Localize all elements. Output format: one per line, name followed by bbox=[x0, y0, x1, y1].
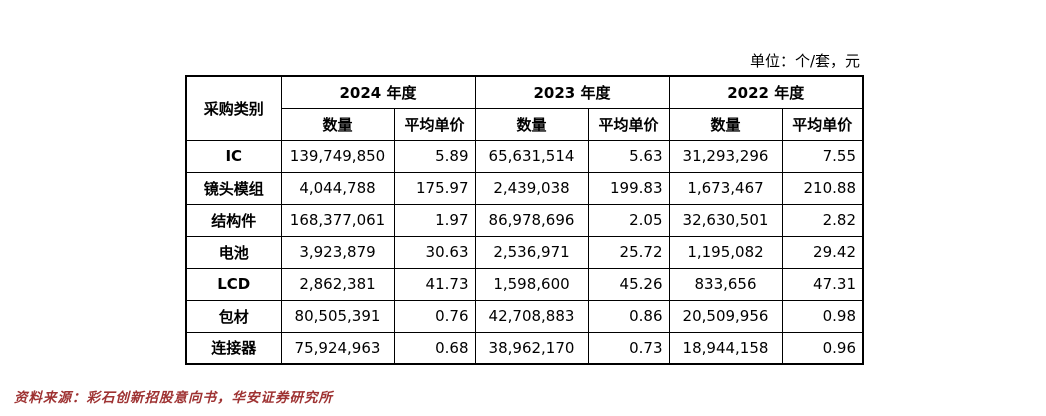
price-cell: 0.68 bbox=[393, 331, 476, 365]
table-row: 连接器 75,924,963 0.68 38,962,170 0.73 18,9… bbox=[185, 331, 864, 365]
qty-header-2022: 数量 bbox=[668, 107, 783, 141]
category-header: 采购类别 bbox=[185, 75, 282, 141]
qty-cell: 31,293,296 bbox=[668, 139, 783, 173]
qty-header-2023: 数量 bbox=[474, 107, 589, 141]
qty-cell: 65,631,514 bbox=[474, 139, 589, 173]
price-cell: 199.83 bbox=[587, 171, 670, 205]
table-row: 结构件 168,377,061 1.97 86,978,696 2.05 32,… bbox=[185, 203, 864, 237]
header-row-years: 采购类别 2024 年度 2023 年度 2022 年度 bbox=[185, 75, 864, 141]
table-row: IC 139,749,850 5.89 65,631,514 5.63 31,2… bbox=[185, 139, 864, 173]
qty-cell: 4,044,788 bbox=[280, 171, 395, 205]
qty-cell: 139,749,850 bbox=[280, 139, 395, 173]
price-cell: 45.26 bbox=[587, 267, 670, 301]
year-header-2022: 2022 年度 bbox=[668, 75, 864, 109]
qty-header-2024: 数量 bbox=[280, 107, 395, 141]
price-cell: 5.89 bbox=[393, 139, 476, 173]
price-cell: 41.73 bbox=[393, 267, 476, 301]
procurement-table: 采购类别 2024 年度 2023 年度 2022 年度 数量 平均单价 数量 … bbox=[185, 75, 864, 365]
price-cell: 1.97 bbox=[393, 203, 476, 237]
price-cell: 2.82 bbox=[781, 203, 864, 237]
qty-cell: 80,505,391 bbox=[280, 299, 395, 333]
table-row: LCD 2,862,381 41.73 1,598,600 45.26 833,… bbox=[185, 267, 864, 301]
price-cell: 0.73 bbox=[587, 331, 670, 365]
price-cell: 175.97 bbox=[393, 171, 476, 205]
category-cell: 连接器 bbox=[185, 331, 282, 365]
qty-cell: 2,862,381 bbox=[280, 267, 395, 301]
qty-cell: 1,673,467 bbox=[668, 171, 783, 205]
price-cell: 210.88 bbox=[781, 171, 864, 205]
price-cell: 0.76 bbox=[393, 299, 476, 333]
qty-cell: 2,536,971 bbox=[474, 235, 589, 269]
qty-cell: 1,598,600 bbox=[474, 267, 589, 301]
qty-cell: 1,195,082 bbox=[668, 235, 783, 269]
price-cell: 47.31 bbox=[781, 267, 864, 301]
qty-cell: 18,944,158 bbox=[668, 331, 783, 365]
price-header-2022: 平均单价 bbox=[781, 107, 864, 141]
price-cell: 25.72 bbox=[587, 235, 670, 269]
category-cell: 结构件 bbox=[185, 203, 282, 237]
table-row: 包材 80,505,391 0.76 42,708,883 0.86 20,50… bbox=[185, 299, 864, 333]
category-cell: IC bbox=[185, 139, 282, 173]
qty-cell: 86,978,696 bbox=[474, 203, 589, 237]
category-cell: 包材 bbox=[185, 299, 282, 333]
qty-cell: 20,509,956 bbox=[668, 299, 783, 333]
qty-cell: 32,630,501 bbox=[668, 203, 783, 237]
price-cell: 0.98 bbox=[781, 299, 864, 333]
price-header-2024: 平均单价 bbox=[393, 107, 476, 141]
category-cell: 镜头模组 bbox=[185, 171, 282, 205]
price-header-2023: 平均单价 bbox=[587, 107, 670, 141]
unit-note: 单位：个/套，元 bbox=[749, 52, 860, 70]
qty-cell: 2,439,038 bbox=[474, 171, 589, 205]
table-row: 电池 3,923,879 30.63 2,536,971 25.72 1,195… bbox=[185, 235, 864, 269]
price-cell: 2.05 bbox=[587, 203, 670, 237]
price-cell: 7.55 bbox=[781, 139, 864, 173]
price-cell: 0.96 bbox=[781, 331, 864, 365]
category-cell: LCD bbox=[185, 267, 282, 301]
year-header-2024: 2024 年度 bbox=[280, 75, 476, 109]
qty-cell: 3,923,879 bbox=[280, 235, 395, 269]
qty-cell: 833,656 bbox=[668, 267, 783, 301]
qty-cell: 42,708,883 bbox=[474, 299, 589, 333]
year-header-2023: 2023 年度 bbox=[474, 75, 670, 109]
header-row-metrics: 数量 平均单价 数量 平均单价 数量 平均单价 bbox=[186, 107, 864, 141]
category-cell: 电池 bbox=[185, 235, 282, 269]
qty-cell: 38,962,170 bbox=[474, 331, 589, 365]
price-cell: 29.42 bbox=[781, 235, 864, 269]
qty-cell: 168,377,061 bbox=[280, 203, 395, 237]
source-note: 资料来源：彩石创新招股意向书，华安证券研究所 bbox=[14, 390, 333, 406]
table-row: 镜头模组 4,044,788 175.97 2,439,038 199.83 1… bbox=[185, 171, 864, 205]
price-cell: 0.86 bbox=[587, 299, 670, 333]
price-cell: 5.63 bbox=[587, 139, 670, 173]
price-cell: 30.63 bbox=[393, 235, 476, 269]
qty-cell: 75,924,963 bbox=[280, 331, 395, 365]
